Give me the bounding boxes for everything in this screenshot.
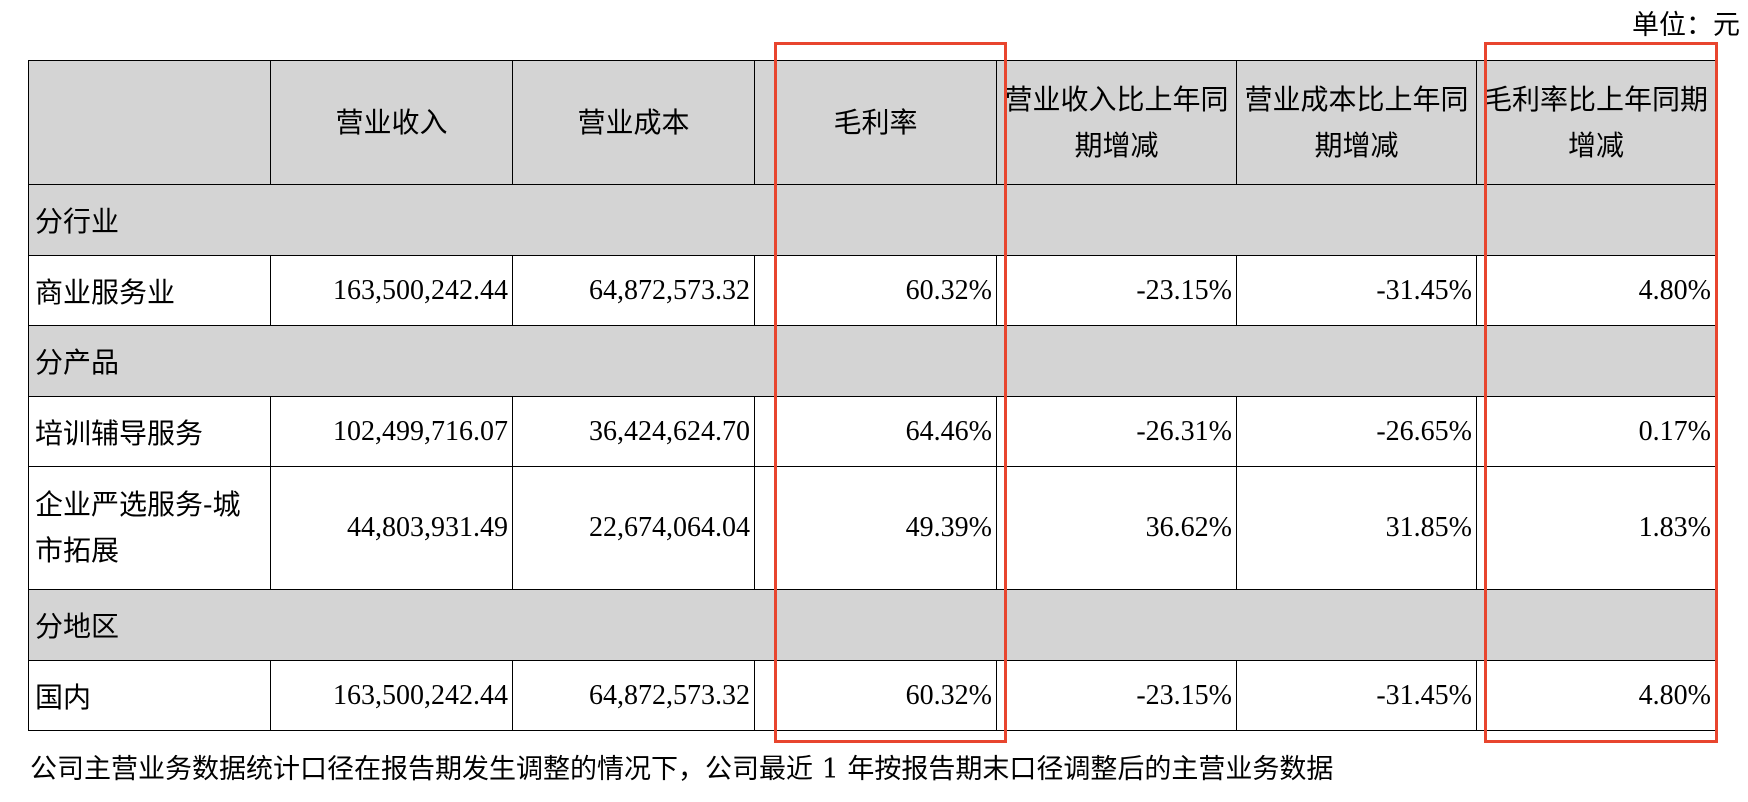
section-row-region: 分地区 [28, 589, 1716, 661]
revenue-yoy-cell: -23.15% [996, 255, 1237, 326]
cost-yoy-cell: 31.85% [1236, 466, 1477, 590]
section-row-industry: 分行业 [28, 184, 1716, 256]
cost-cell: 64,872,573.32 [512, 660, 755, 731]
cost-cell: 64,872,573.32 [512, 255, 755, 326]
row-label: 培训辅导服务 [28, 396, 271, 467]
cost-yoy-cell: -31.45% [1236, 660, 1477, 731]
revenue-yoy-cell: -26.31% [996, 396, 1237, 467]
footnote: 公司主营业务数据统计口径在报告期发生调整的情况下，公司最近 1 年按报告期末口径… [30, 754, 1334, 785]
cost-cell: 22,674,064.04 [512, 466, 755, 590]
margin-yoy-cell: 4.80% [1476, 660, 1716, 731]
cost-yoy-cell: -31.45% [1236, 255, 1477, 326]
cost-cell: 36,424,624.70 [512, 396, 755, 467]
row-label: 商业服务业 [28, 255, 271, 326]
margin-yoy-cell: 1.83% [1476, 466, 1716, 590]
table-header-row: 营业收入 营业成本 毛利率 营业收入比上年同期增减 营业成本比上年同期增减 毛利… [28, 60, 1716, 185]
main-business-table: 营业收入 营业成本 毛利率 营业收入比上年同期增减 营业成本比上年同期增减 毛利… [28, 60, 1716, 731]
table-row: 商业服务业 163,500,242.44 64,872,573.32 60.32… [28, 255, 1716, 326]
margin-yoy-cell: 0.17% [1476, 396, 1716, 467]
header-gross-margin: 毛利率 [754, 60, 997, 185]
gross-margin-cell: 60.32% [754, 255, 997, 326]
revenue-cell: 102,499,716.07 [270, 396, 513, 467]
revenue-yoy-cell: -23.15% [996, 660, 1237, 731]
row-label: 企业严选服务-城市拓展 [28, 466, 271, 590]
revenue-cell: 44,803,931.49 [270, 466, 513, 590]
table-row: 国内 163,500,242.44 64,872,573.32 60.32% -… [28, 660, 1716, 731]
row-label: 国内 [28, 660, 271, 731]
margin-yoy-cell: 4.80% [1476, 255, 1716, 326]
header-revenue: 营业收入 [270, 60, 513, 185]
unit-label: 单位：元 [1632, 10, 1740, 41]
header-margin-yoy: 毛利率比上年同期增减 [1476, 60, 1716, 185]
header-cost-yoy: 营业成本比上年同期增减 [1236, 60, 1477, 185]
section-title: 分地区 [28, 589, 1716, 661]
header-cell-blank [28, 60, 271, 185]
gross-margin-cell: 64.46% [754, 396, 997, 467]
revenue-yoy-cell: 36.62% [996, 466, 1237, 590]
revenue-cell: 163,500,242.44 [270, 660, 513, 731]
header-cost: 营业成本 [512, 60, 755, 185]
table-row: 培训辅导服务 102,499,716.07 36,424,624.70 64.4… [28, 396, 1716, 467]
gross-margin-cell: 49.39% [754, 466, 997, 590]
table-row: 企业严选服务-城市拓展 44,803,931.49 22,674,064.04 … [28, 466, 1716, 590]
header-revenue-yoy: 营业收入比上年同期增减 [996, 60, 1237, 185]
section-title: 分行业 [28, 184, 1716, 256]
section-title: 分产品 [28, 325, 1716, 397]
cost-yoy-cell: -26.65% [1236, 396, 1477, 467]
gross-margin-cell: 60.32% [754, 660, 997, 731]
revenue-cell: 163,500,242.44 [270, 255, 513, 326]
section-row-product: 分产品 [28, 325, 1716, 397]
